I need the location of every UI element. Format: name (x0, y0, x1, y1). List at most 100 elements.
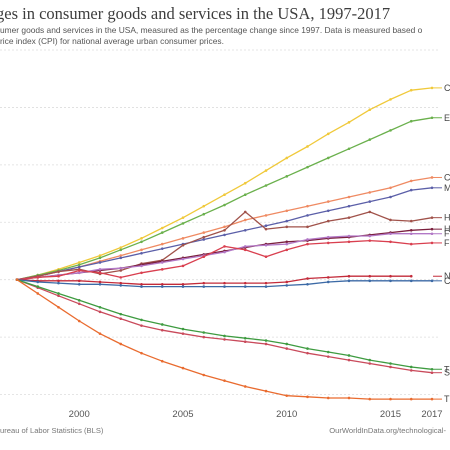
series-label: H (444, 224, 450, 234)
data-point (430, 241, 434, 245)
data-point (202, 255, 206, 259)
data-point (306, 225, 309, 229)
data-point (243, 218, 247, 222)
data-point (264, 339, 268, 342)
data-point (409, 369, 413, 372)
data-point (409, 88, 413, 92)
data-point (119, 312, 123, 316)
data-point (243, 210, 247, 214)
data-point (57, 270, 60, 273)
x-tick-label: 2017 (421, 409, 442, 420)
data-point (264, 342, 268, 346)
data-point (223, 338, 226, 341)
data-point (285, 209, 289, 213)
data-point (243, 336, 247, 340)
data-point (181, 282, 185, 286)
series-label: T (444, 394, 450, 404)
data-point (389, 362, 392, 365)
data-point (430, 279, 434, 283)
data-point (326, 156, 330, 160)
data-point (389, 274, 392, 278)
data-point (347, 216, 351, 219)
data-point (202, 331, 206, 334)
series-line (16, 117, 433, 281)
data-point (243, 285, 247, 288)
data-point (306, 214, 309, 217)
data-point (202, 238, 206, 241)
data-point (368, 191, 372, 194)
data-point (389, 365, 392, 369)
data-point (326, 396, 330, 400)
data-point (181, 216, 185, 219)
data-point (430, 367, 434, 371)
data-point (202, 335, 206, 339)
data-point (119, 276, 123, 279)
data-point (223, 245, 226, 248)
data-point (368, 239, 372, 242)
data-point (264, 184, 268, 187)
series-label: T (444, 364, 450, 374)
series-label: F (444, 229, 450, 239)
data-point (409, 119, 413, 123)
data-point (202, 212, 206, 216)
data-point (15, 278, 19, 281)
series-7 (15, 239, 434, 281)
data-point (306, 395, 309, 399)
credit-link[interactable]: OurWorldInData.org/technological- (329, 426, 446, 435)
data-point (285, 156, 289, 160)
data-point (409, 274, 413, 278)
data-point (160, 261, 164, 264)
data-point (140, 285, 143, 288)
data-point (160, 282, 164, 286)
data-point (223, 203, 226, 207)
data-point (140, 248, 143, 252)
data-point (77, 261, 81, 264)
series-label: E (444, 113, 450, 123)
data-point (243, 281, 247, 285)
data-point (223, 285, 226, 288)
data-point (223, 225, 226, 229)
data-point (119, 317, 123, 321)
data-point (347, 195, 351, 199)
data-point (326, 241, 330, 245)
data-point (285, 394, 289, 397)
data-point (409, 228, 413, 232)
data-point (36, 285, 40, 288)
data-point (98, 332, 102, 335)
data-point (160, 359, 164, 363)
data-point (285, 175, 289, 178)
data-point (347, 234, 351, 238)
data-point (119, 256, 123, 260)
data-point (430, 86, 434, 90)
data-point (430, 176, 434, 179)
data-point (223, 281, 226, 285)
series-lines (15, 86, 434, 401)
series-label: C (444, 83, 450, 93)
data-point (409, 179, 413, 183)
data-point (98, 271, 102, 275)
data-point (368, 210, 372, 214)
data-point (347, 274, 351, 278)
data-point (389, 279, 392, 283)
data-point (140, 282, 143, 286)
data-point (223, 250, 226, 254)
data-point (160, 247, 164, 250)
series-10 (15, 278, 434, 374)
data-point (36, 292, 40, 295)
data-point (409, 219, 413, 223)
data-point (347, 279, 351, 283)
data-point (140, 240, 143, 244)
data-point (285, 280, 289, 284)
data-point (202, 373, 206, 377)
data-point (389, 397, 392, 401)
data-point (409, 279, 413, 283)
data-point (57, 274, 60, 278)
data-point (264, 285, 268, 288)
x-axis: 2000 2005 2010 2015 2017 (69, 409, 443, 420)
data-point (306, 238, 309, 241)
data-point (409, 188, 413, 192)
data-point (98, 256, 102, 260)
data-point (285, 248, 289, 252)
data-point (326, 209, 330, 213)
